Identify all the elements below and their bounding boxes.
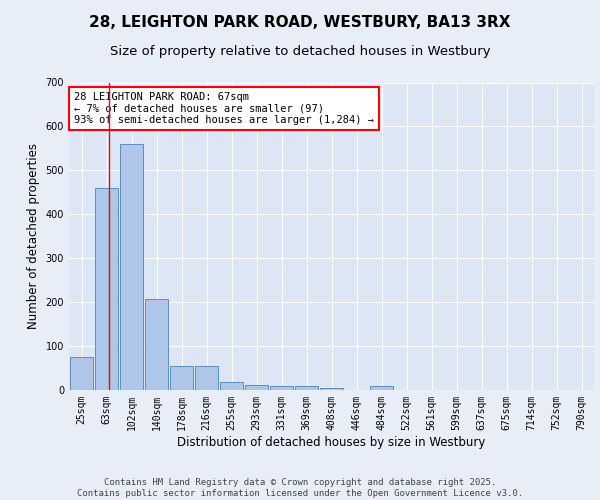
Bar	[220, 382, 243, 390]
Bar	[145, 299, 168, 390]
Bar	[120, 144, 143, 390]
Y-axis label: Number of detached properties: Number of detached properties	[27, 143, 40, 329]
Bar	[320, 388, 343, 390]
Bar	[295, 386, 318, 390]
X-axis label: Distribution of detached houses by size in Westbury: Distribution of detached houses by size …	[178, 436, 485, 448]
Bar	[95, 188, 118, 390]
Bar	[170, 366, 193, 390]
Bar	[70, 357, 93, 390]
Bar	[270, 386, 293, 390]
Text: Contains HM Land Registry data © Crown copyright and database right 2025.
Contai: Contains HM Land Registry data © Crown c…	[77, 478, 523, 498]
Text: Size of property relative to detached houses in Westbury: Size of property relative to detached ho…	[110, 45, 490, 58]
Bar	[195, 366, 218, 390]
Bar	[370, 386, 393, 390]
Text: 28, LEIGHTON PARK ROAD, WESTBURY, BA13 3RX: 28, LEIGHTON PARK ROAD, WESTBURY, BA13 3…	[89, 15, 511, 30]
Bar	[245, 384, 268, 390]
Text: 28 LEIGHTON PARK ROAD: 67sqm
← 7% of detached houses are smaller (97)
93% of sem: 28 LEIGHTON PARK ROAD: 67sqm ← 7% of det…	[74, 92, 374, 125]
